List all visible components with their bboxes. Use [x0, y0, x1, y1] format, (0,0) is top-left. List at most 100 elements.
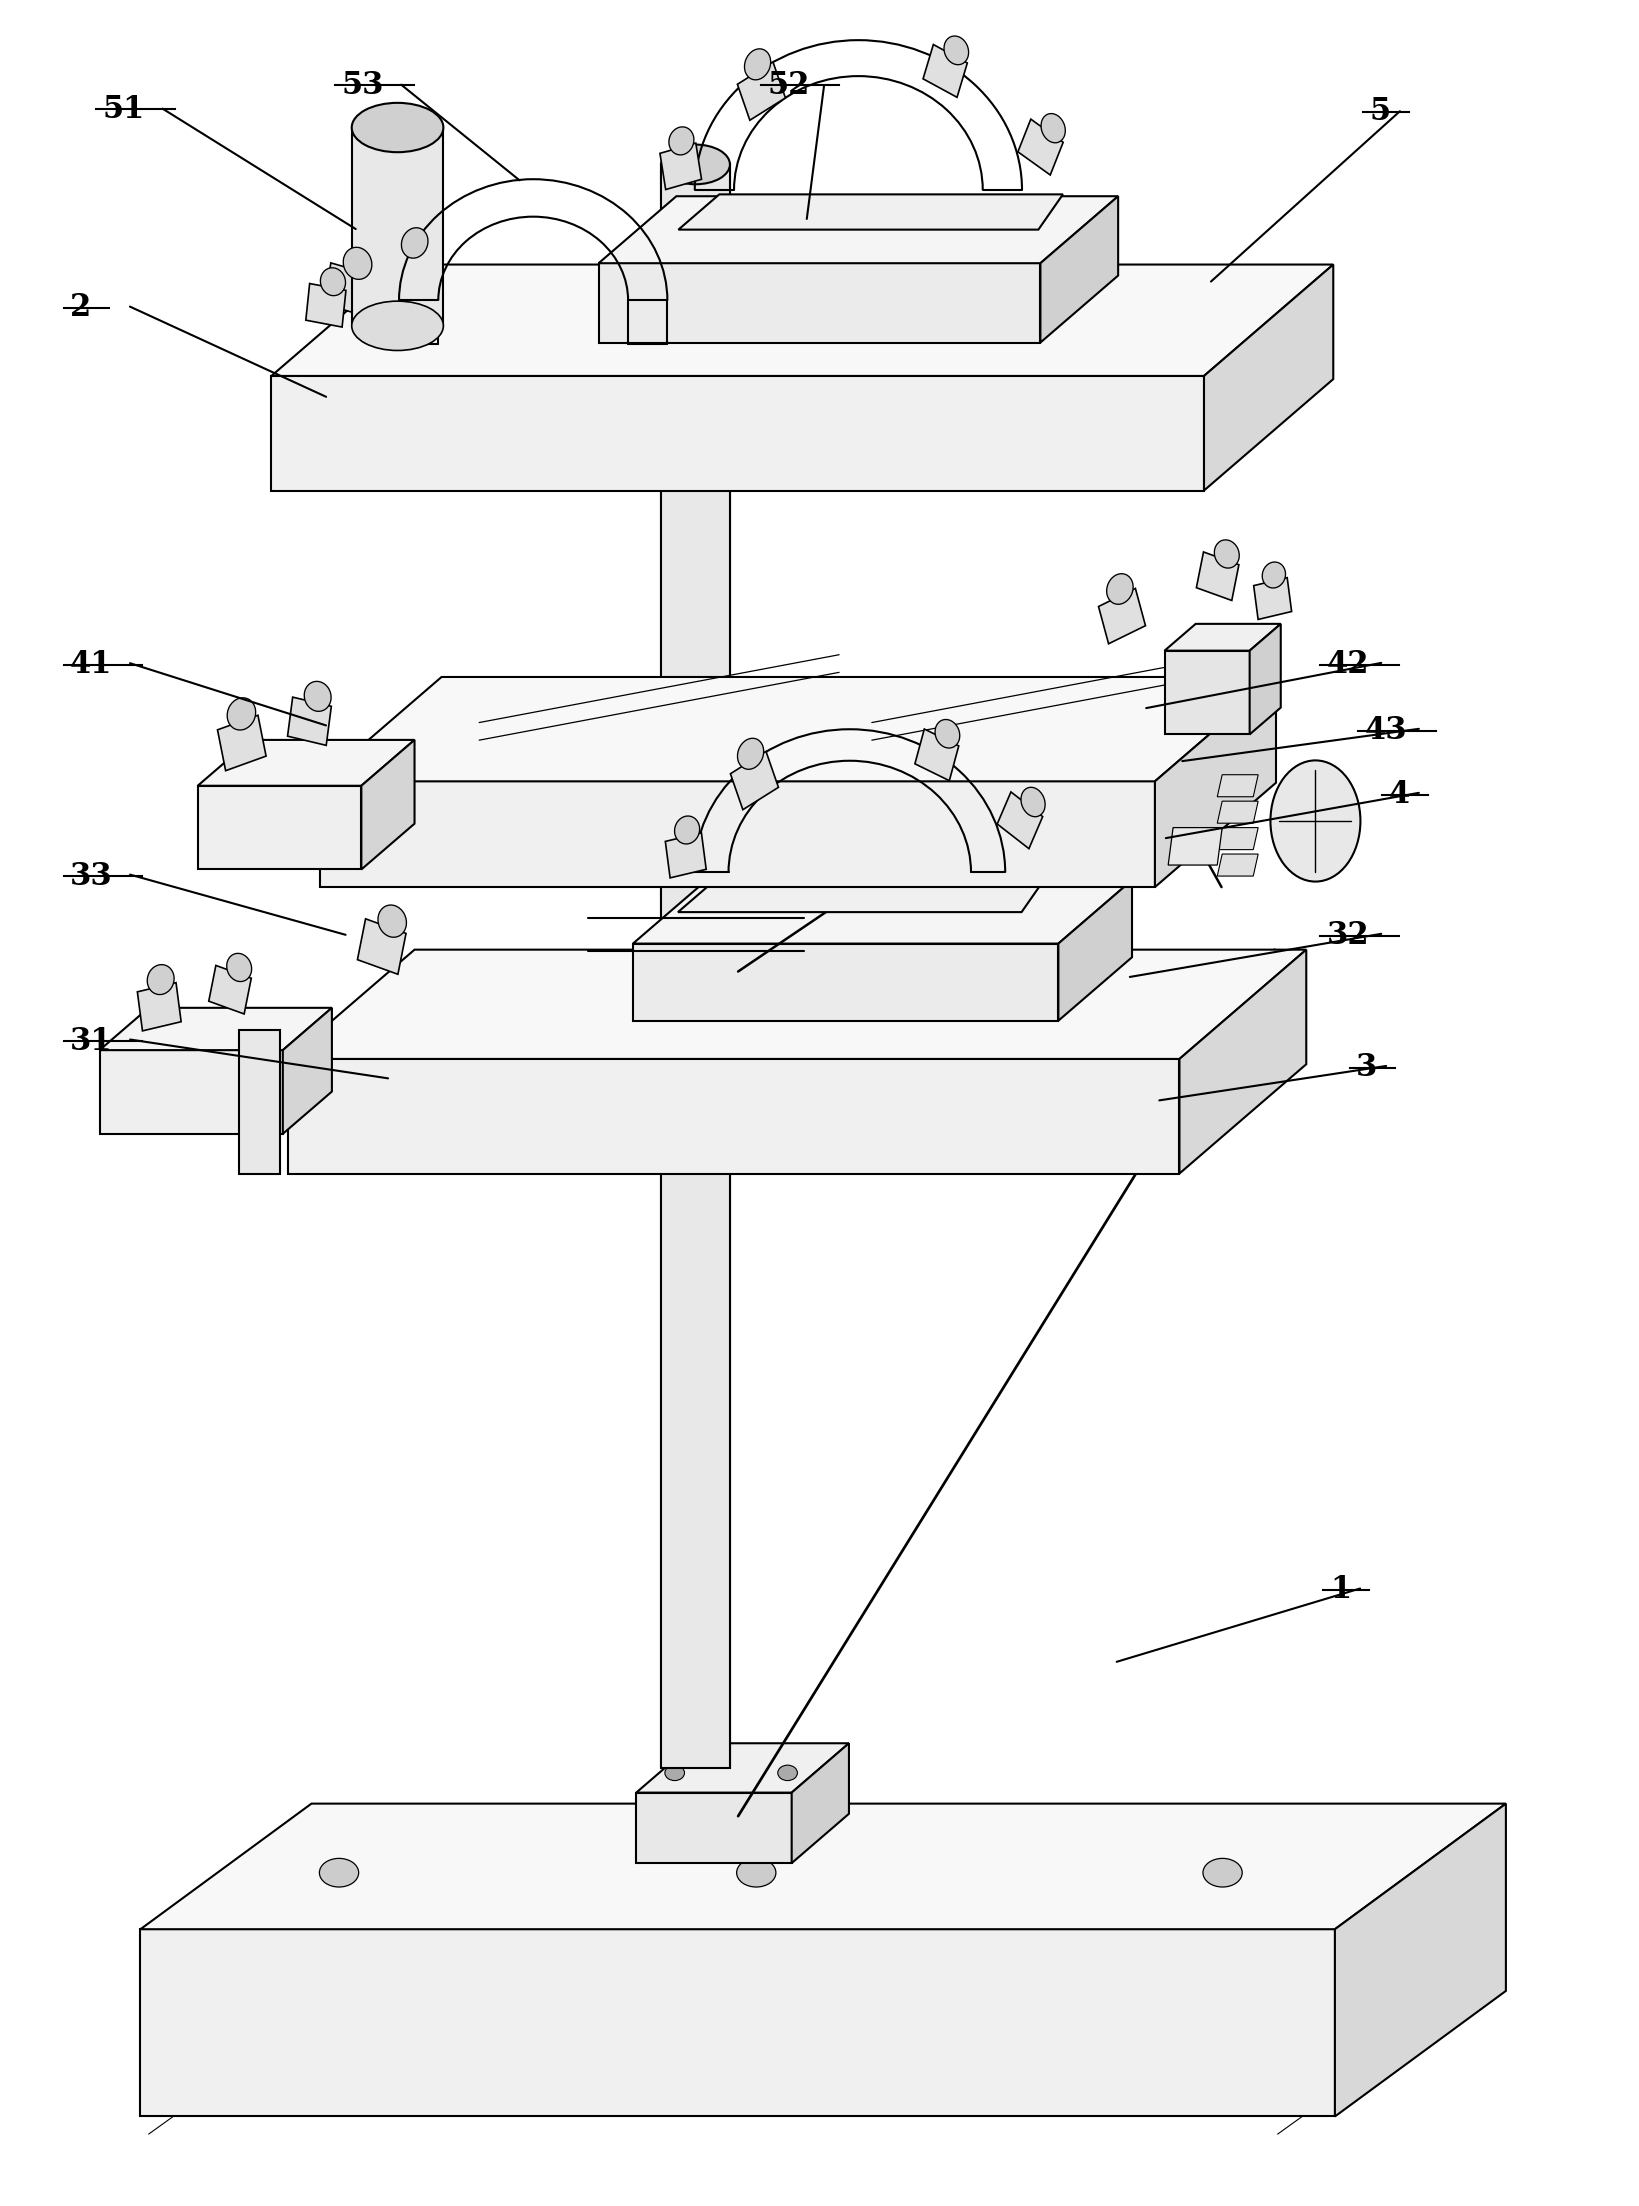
Polygon shape: [636, 1793, 792, 1864]
Polygon shape: [633, 944, 1059, 1021]
Ellipse shape: [736, 1857, 775, 1886]
Polygon shape: [1218, 774, 1259, 796]
Polygon shape: [598, 196, 1118, 263]
Polygon shape: [1218, 854, 1259, 876]
Polygon shape: [1254, 578, 1292, 620]
Text: 52: 52: [767, 71, 810, 101]
Ellipse shape: [669, 128, 693, 154]
Polygon shape: [198, 785, 361, 869]
Polygon shape: [352, 128, 444, 326]
Polygon shape: [321, 677, 1277, 781]
Text: 33: 33: [70, 860, 113, 891]
Text: 4: 4: [1388, 779, 1410, 810]
Text: 42: 42: [1326, 649, 1369, 679]
Polygon shape: [100, 1050, 284, 1134]
Polygon shape: [100, 1008, 333, 1050]
Polygon shape: [661, 143, 701, 190]
Polygon shape: [731, 752, 779, 810]
Polygon shape: [1165, 651, 1249, 735]
Polygon shape: [218, 715, 266, 770]
Text: 41: 41: [70, 649, 113, 679]
Polygon shape: [679, 194, 1064, 229]
Polygon shape: [393, 243, 439, 298]
Ellipse shape: [1021, 788, 1046, 816]
Ellipse shape: [1106, 574, 1133, 604]
Polygon shape: [1169, 827, 1223, 865]
Ellipse shape: [1270, 761, 1360, 882]
Polygon shape: [661, 165, 729, 1767]
Polygon shape: [287, 697, 331, 746]
Ellipse shape: [352, 104, 444, 152]
Polygon shape: [1249, 624, 1280, 735]
Ellipse shape: [665, 1765, 685, 1780]
Polygon shape: [665, 834, 706, 878]
Ellipse shape: [402, 227, 428, 258]
Polygon shape: [792, 1743, 849, 1864]
Polygon shape: [997, 792, 1042, 849]
Ellipse shape: [944, 35, 969, 64]
Polygon shape: [272, 375, 1205, 490]
Polygon shape: [598, 263, 1041, 342]
Polygon shape: [1180, 949, 1306, 1174]
Ellipse shape: [320, 267, 346, 296]
Polygon shape: [923, 44, 967, 97]
Polygon shape: [198, 739, 415, 785]
Ellipse shape: [305, 682, 331, 710]
Ellipse shape: [744, 49, 770, 79]
Polygon shape: [1218, 827, 1259, 849]
Text: 3: 3: [1355, 1052, 1377, 1083]
Polygon shape: [915, 728, 959, 781]
Polygon shape: [1334, 1805, 1506, 2116]
Polygon shape: [633, 880, 1133, 944]
Polygon shape: [636, 1743, 849, 1793]
Polygon shape: [306, 285, 346, 326]
Text: 5: 5: [1369, 97, 1390, 128]
Ellipse shape: [1203, 1857, 1242, 1886]
Polygon shape: [288, 949, 1306, 1059]
Ellipse shape: [228, 697, 256, 730]
Ellipse shape: [226, 953, 252, 982]
Ellipse shape: [1214, 540, 1239, 569]
Ellipse shape: [352, 302, 444, 351]
Polygon shape: [1098, 589, 1146, 644]
Polygon shape: [1165, 624, 1280, 651]
Polygon shape: [1196, 552, 1239, 600]
Polygon shape: [284, 1008, 333, 1134]
Text: 32: 32: [1326, 920, 1369, 951]
Polygon shape: [321, 781, 1155, 887]
Ellipse shape: [1041, 113, 1065, 143]
Polygon shape: [138, 982, 182, 1030]
Text: 53: 53: [341, 71, 384, 101]
Text: 31: 31: [70, 1026, 113, 1057]
Polygon shape: [357, 920, 406, 975]
Ellipse shape: [320, 1857, 359, 1886]
Polygon shape: [1059, 880, 1133, 1021]
Polygon shape: [1205, 265, 1333, 490]
Polygon shape: [738, 62, 785, 121]
Polygon shape: [1041, 196, 1118, 342]
Ellipse shape: [661, 146, 729, 185]
Ellipse shape: [1262, 563, 1285, 589]
Ellipse shape: [936, 719, 960, 748]
Ellipse shape: [779, 1765, 798, 1780]
Text: 2: 2: [70, 291, 92, 324]
Text: 43: 43: [1364, 715, 1406, 746]
Polygon shape: [1218, 801, 1259, 823]
Polygon shape: [679, 876, 1046, 911]
Ellipse shape: [675, 816, 700, 845]
Polygon shape: [272, 265, 1333, 375]
Ellipse shape: [738, 739, 764, 770]
Text: 1: 1: [1329, 1575, 1351, 1606]
Polygon shape: [1018, 119, 1064, 174]
Polygon shape: [325, 263, 372, 315]
Polygon shape: [208, 966, 251, 1015]
Polygon shape: [141, 1805, 1506, 1930]
Polygon shape: [141, 1930, 1334, 2116]
Ellipse shape: [379, 904, 406, 938]
Text: 51: 51: [103, 95, 146, 126]
Polygon shape: [288, 1059, 1180, 1174]
Ellipse shape: [148, 964, 174, 995]
Polygon shape: [1155, 677, 1277, 887]
Polygon shape: [239, 1030, 280, 1174]
Ellipse shape: [343, 247, 372, 280]
